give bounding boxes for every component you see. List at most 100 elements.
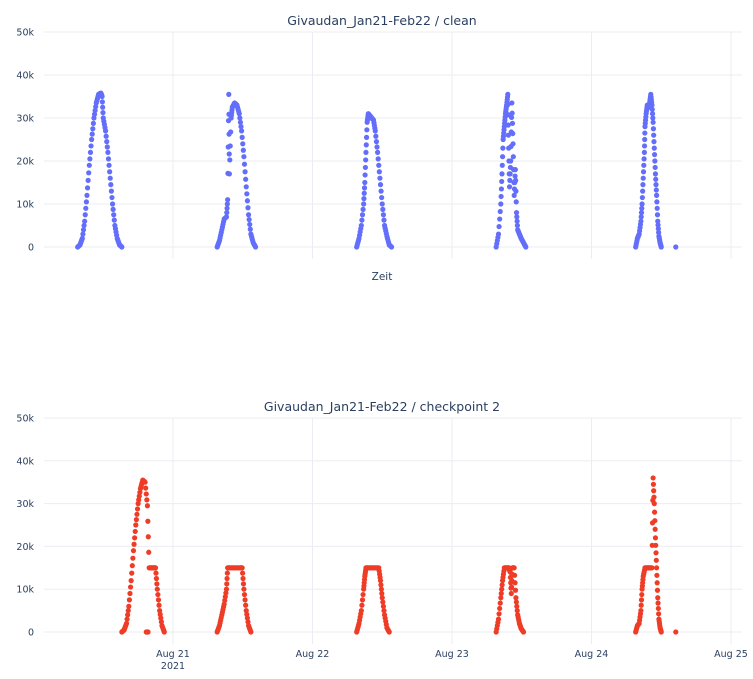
data-point	[105, 156, 112, 162]
data-point	[360, 591, 366, 598]
data-point	[142, 479, 148, 485]
data-point	[108, 182, 114, 188]
data-point	[123, 620, 130, 627]
data-point	[146, 549, 152, 555]
data-point	[650, 481, 657, 487]
data-point	[247, 221, 253, 228]
data-point	[243, 176, 249, 182]
data-point	[377, 175, 383, 181]
data-point	[252, 244, 259, 250]
data-point	[224, 205, 230, 211]
data-point	[107, 175, 113, 181]
data-point	[497, 605, 503, 612]
data-point	[639, 591, 645, 598]
data-point	[110, 206, 116, 212]
data-point	[224, 210, 230, 216]
data-point	[238, 128, 245, 134]
data-point	[673, 629, 679, 635]
data-point	[508, 114, 515, 121]
data-point	[144, 497, 150, 503]
data-point	[513, 595, 519, 601]
data-point	[388, 244, 395, 250]
data-point	[362, 164, 368, 171]
data-point	[638, 214, 644, 220]
data-point	[638, 608, 644, 614]
data-point	[361, 196, 367, 202]
data-point	[145, 534, 151, 540]
data-point	[361, 185, 368, 191]
data-point	[104, 139, 110, 145]
data-point	[228, 129, 234, 135]
data-point	[134, 511, 140, 517]
data-point	[512, 572, 518, 578]
data-point	[133, 522, 139, 528]
data-point	[505, 101, 511, 108]
data-point	[82, 212, 88, 218]
y-tick-label: 20k	[16, 157, 34, 168]
data-point	[651, 488, 657, 494]
data-point	[239, 134, 245, 140]
data-point	[650, 475, 656, 481]
data-point	[380, 603, 387, 609]
data-point	[226, 171, 232, 177]
data-point	[240, 575, 246, 582]
data-point	[153, 575, 160, 582]
data-point	[108, 188, 114, 194]
data-point	[651, 145, 657, 151]
data-point	[638, 210, 645, 216]
data-point	[145, 518, 151, 524]
data-point	[651, 494, 657, 500]
data-point	[512, 167, 518, 173]
data-point	[500, 145, 506, 151]
y-tick-label: 0	[28, 243, 34, 254]
data-point	[130, 555, 136, 561]
y-tick-label: 50k	[16, 414, 34, 425]
data-point	[372, 128, 378, 134]
data-point	[100, 110, 106, 116]
data-point	[363, 149, 369, 155]
data-point	[639, 205, 645, 211]
data-point	[512, 580, 518, 586]
data-point	[243, 602, 249, 608]
data-point	[640, 182, 646, 188]
data-point	[374, 144, 380, 150]
data-point	[360, 206, 366, 212]
x-tick-label: Aug 24	[575, 649, 609, 660]
data-point	[88, 143, 94, 149]
data-point	[124, 616, 130, 622]
data-point	[244, 191, 250, 197]
data-point	[652, 164, 658, 171]
data-point	[153, 570, 159, 576]
data-point	[87, 156, 93, 162]
data-point	[79, 235, 85, 241]
data-point	[651, 132, 657, 138]
data-point	[378, 188, 384, 194]
data-point	[641, 143, 648, 149]
data-point	[654, 565, 660, 571]
data-point	[513, 599, 519, 605]
data-point	[498, 186, 505, 192]
data-point	[155, 597, 162, 603]
data-point	[654, 205, 660, 211]
data-point	[653, 550, 659, 556]
data-point	[649, 102, 655, 108]
data-point	[499, 162, 505, 168]
data-point	[224, 570, 230, 576]
data-point	[102, 128, 109, 134]
data-point	[227, 157, 233, 163]
data-point	[377, 182, 384, 188]
data-point	[651, 151, 658, 158]
data-point	[386, 629, 392, 635]
data-point	[363, 157, 369, 163]
data-point	[376, 162, 382, 168]
data-point	[653, 187, 659, 193]
data-point	[520, 629, 527, 635]
data-point	[653, 557, 659, 563]
data-point	[655, 600, 661, 606]
data-point	[379, 595, 385, 601]
data-point	[378, 586, 384, 592]
data-point	[506, 184, 513, 190]
data-point	[364, 127, 370, 133]
data-point	[650, 119, 656, 125]
data-point	[132, 535, 138, 541]
